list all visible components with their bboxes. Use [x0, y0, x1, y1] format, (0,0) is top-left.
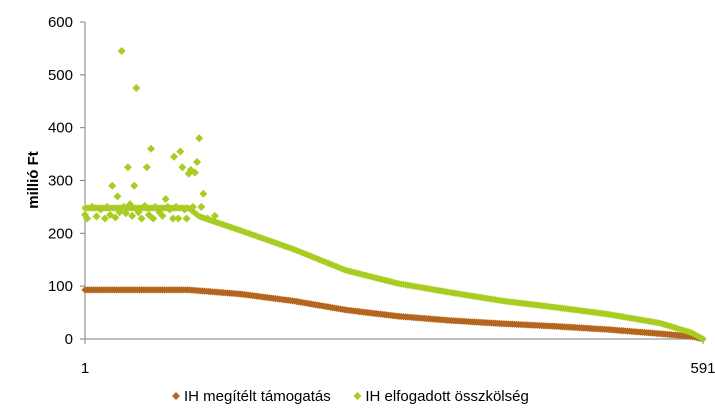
- data-point: [117, 47, 126, 56]
- data-point: [182, 214, 191, 223]
- legend-label: IH elfogadott összkölség: [365, 388, 528, 405]
- data-point: [83, 214, 92, 223]
- data-point: [142, 163, 151, 172]
- chart-axes: 0 100 200 300 400 500 600 1 591: [48, 14, 715, 377]
- data-point: [165, 205, 174, 214]
- data-point: [140, 201, 149, 210]
- data-point: [88, 202, 97, 211]
- data-point: [134, 208, 143, 217]
- y-tick-label: 100: [48, 278, 73, 295]
- series-ih-megitelt-tamogatas: [81, 286, 707, 343]
- data-point: [108, 181, 117, 190]
- data-point: [161, 194, 170, 203]
- data-point: [172, 202, 181, 211]
- legend-marker: [172, 392, 180, 400]
- data-point: [126, 200, 135, 209]
- y-axis-label: millió Ft: [25, 151, 42, 209]
- data-point: [146, 144, 155, 153]
- data-point: [210, 211, 219, 220]
- data-point: [119, 202, 128, 211]
- data-point: [190, 168, 199, 177]
- data-point: [102, 202, 111, 211]
- data-point: [151, 202, 160, 211]
- data-point: [130, 181, 139, 190]
- data-point: [121, 209, 130, 218]
- data-point: [168, 214, 177, 223]
- data-point: [176, 147, 185, 156]
- data-point: [203, 214, 212, 223]
- legend-marker: [353, 392, 362, 400]
- series-ih-elfogadott-osszkolseg: [81, 47, 707, 343]
- data-point: [113, 192, 122, 201]
- data-point: [199, 189, 208, 198]
- data-point: [195, 134, 204, 143]
- data-point: [96, 205, 105, 214]
- legend: IH megítélt támogatás IH elfogadott összk…: [172, 388, 529, 405]
- data-point: [699, 335, 707, 343]
- data-point: [132, 84, 141, 93]
- data-point: [92, 212, 101, 221]
- y-tick-label: 500: [48, 67, 73, 84]
- data-point: [158, 211, 167, 220]
- data-point: [123, 163, 132, 172]
- y-tick-label: 0: [65, 331, 73, 348]
- y-tick-label: 400: [48, 120, 73, 137]
- data-point: [180, 205, 189, 214]
- data-point: [193, 158, 202, 167]
- data-point: [137, 214, 146, 223]
- y-tick-label: 600: [48, 14, 73, 31]
- x-tick-label: 591: [690, 360, 715, 377]
- data-point: [170, 152, 179, 161]
- x-tick-label: 1: [81, 360, 89, 377]
- data-point: [115, 208, 124, 217]
- data-point: [149, 214, 158, 223]
- data-point: [128, 211, 137, 220]
- chart-marks: [81, 47, 707, 343]
- y-tick-label: 300: [48, 173, 73, 190]
- data-point: [188, 202, 197, 211]
- y-tick-label: 200: [48, 225, 73, 242]
- data-point: [100, 214, 109, 223]
- data-point: [111, 213, 120, 222]
- data-point: [178, 163, 187, 172]
- data-point: [174, 214, 183, 223]
- legend-label: IH megítélt támogatás: [184, 388, 331, 405]
- data-point: [197, 202, 206, 211]
